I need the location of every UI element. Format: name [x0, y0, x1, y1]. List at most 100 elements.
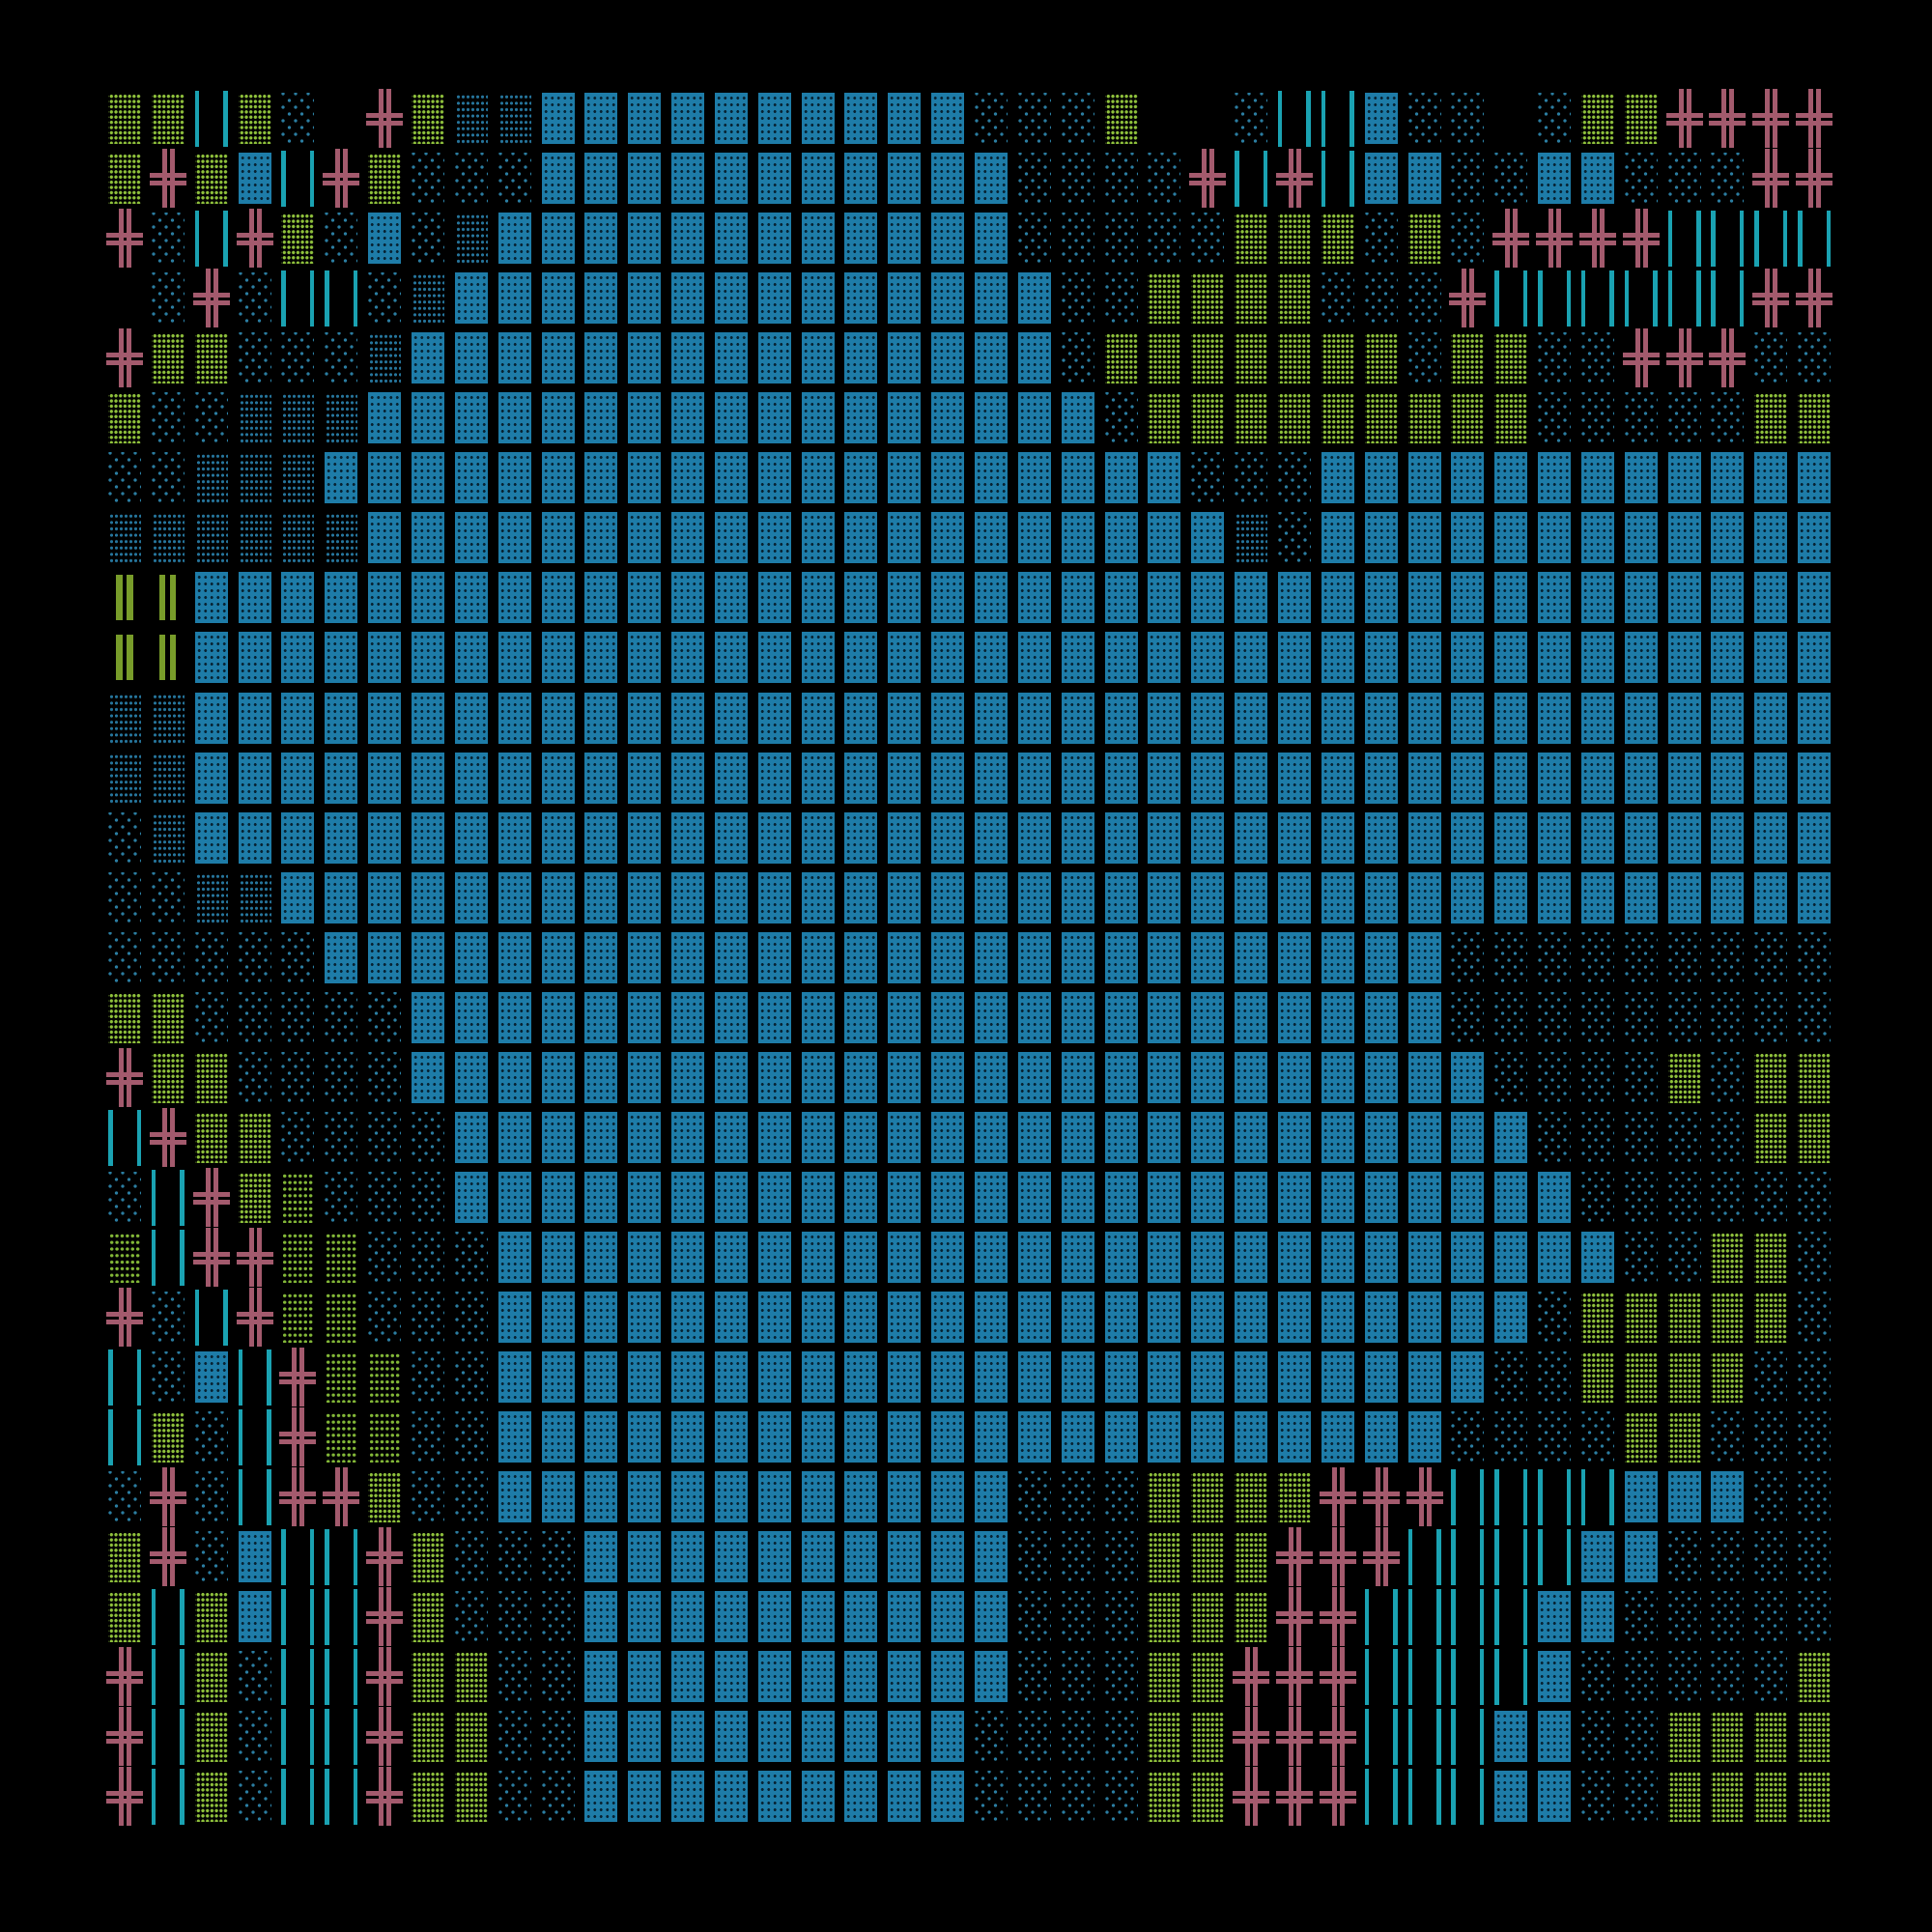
glyph-cell-dense-green — [1798, 392, 1832, 444]
glyph-cell-sparse-blue — [1667, 1171, 1701, 1223]
teal-line-bar — [267, 1350, 271, 1406]
glyph-cell-teal-lines — [1407, 1769, 1441, 1826]
glyph-cell-sparse-blue — [1277, 512, 1311, 564]
glyph-cell-dense-blue — [801, 93, 835, 144]
glyph-cell-dense-green — [1451, 392, 1485, 444]
teal-line-bar — [1653, 270, 1658, 327]
glyph-cell-sparse-blue — [975, 1771, 1008, 1823]
teal-line-bar — [1407, 1589, 1412, 1646]
glyph-cell-dense-blue — [1321, 512, 1354, 564]
glyph-cell-dense-green — [1754, 392, 1788, 444]
glyph-cell-dense-blue — [1494, 1711, 1528, 1763]
glyph-cell-dense-blue — [1277, 1111, 1311, 1163]
cross-horizontal-bar — [236, 1251, 273, 1257]
glyph-cell-dense-blue — [888, 752, 922, 804]
cross-horizontal-bar — [149, 1139, 186, 1145]
glyph-cell-dense-blue — [1667, 1471, 1701, 1523]
cross-horizontal-bar — [323, 173, 360, 179]
glyph-cell-dense-blue — [411, 632, 444, 684]
glyph-cell-sparse-blue — [325, 1171, 358, 1223]
glyph-cell-dense-blue — [888, 991, 922, 1043]
glyph-cell-dense-blue — [671, 452, 705, 504]
glyph-cell-sparse-blue — [975, 93, 1008, 144]
glyph-cell-teal-lines — [1451, 1529, 1485, 1586]
glyph-cell-dense-green — [1191, 1771, 1225, 1823]
teal-line-bar — [325, 1589, 329, 1646]
cross-vertical-bar — [386, 89, 392, 148]
glyph-cell-dense-blue — [714, 1711, 748, 1763]
glyph-cell-sparse-blue — [1580, 1051, 1614, 1103]
teal-line-bar — [1451, 1589, 1456, 1646]
glyph-cell-sparse-blue — [1451, 1411, 1485, 1463]
glyph-cell-dense-blue — [584, 1171, 618, 1223]
glyph-cell-medium-blue — [194, 512, 228, 564]
glyph-cell-sparse-blue — [1580, 1171, 1614, 1223]
glyph-cell-pink-double-cross — [1233, 1767, 1270, 1827]
glyph-cell-dense-blue — [1017, 1231, 1051, 1283]
glyph-cell-dense-blue — [325, 931, 358, 983]
teal-line-bar — [309, 1589, 315, 1646]
cross-horizontal-bar — [106, 1791, 143, 1797]
cross-vertical-bar — [1253, 1767, 1259, 1827]
glyph-cell-dense-blue — [1191, 512, 1225, 564]
teal-line-bar — [325, 1769, 329, 1826]
glyph-cell-dense-blue — [584, 1531, 618, 1583]
glyph-cell-dense-green — [1148, 272, 1181, 325]
cross-vertical-bar — [386, 1707, 392, 1767]
glyph-cell-dense-blue — [1277, 871, 1311, 923]
glyph-cell-dense-blue — [1538, 153, 1572, 205]
glyph-cell-dense-blue — [931, 811, 965, 864]
glyph-cell-dense-blue — [1277, 572, 1311, 624]
glyph-cell-teal-lines — [281, 151, 315, 208]
glyph-cell-medium-green — [325, 1231, 358, 1283]
glyph-cell-sparse-blue — [541, 1711, 575, 1763]
glyph-cell-dense-blue — [541, 572, 575, 624]
glyph-cell-dense-blue — [888, 1051, 922, 1103]
glyph-cell-dense-green — [1667, 1411, 1701, 1463]
teal-line-bar — [223, 91, 228, 147]
glyph-cell-dense-blue — [454, 1171, 488, 1223]
glyph-cell-dense-blue — [628, 93, 662, 144]
glyph-cell-sparse-blue — [1538, 332, 1572, 384]
cross-vertical-bar — [1331, 1707, 1337, 1767]
glyph-cell-sparse-blue — [1104, 1471, 1138, 1523]
cross-vertical-bar — [386, 1527, 392, 1587]
glyph-cell-sparse-blue — [325, 213, 358, 265]
glyph-cell-sparse-blue — [108, 931, 141, 983]
glyph-cell-sparse-blue — [1061, 93, 1094, 144]
cross-vertical-bar — [127, 1047, 131, 1107]
glyph-cell-sparse-blue — [151, 213, 185, 265]
glyph-cell-dense-green — [194, 1651, 228, 1703]
glyph-cell-dense-blue — [497, 272, 531, 325]
glyph-cell-sparse-blue — [325, 1051, 358, 1103]
glyph-cell-dense-green — [1667, 1051, 1701, 1103]
glyph-cell-sparse-blue — [1104, 1531, 1138, 1583]
glyph-cell-dense-blue — [671, 692, 705, 744]
teal-line-bar — [1350, 91, 1354, 147]
glyph-cell-dense-blue — [454, 512, 488, 564]
cross-horizontal-bar — [1578, 233, 1616, 239]
glyph-cell-dense-green — [281, 213, 315, 265]
teal-line-bar — [1364, 1769, 1370, 1826]
glyph-cell-medium-green — [281, 1171, 315, 1223]
glyph-cell-dense-blue — [628, 871, 662, 923]
glyph-cell-dense-blue — [584, 692, 618, 744]
glyph-cell-sparse-blue — [1624, 1591, 1658, 1643]
glyph-cell-dense-blue — [497, 392, 531, 444]
cross-horizontal-bar — [323, 1492, 360, 1497]
glyph-cell-teal-lines — [151, 1229, 185, 1286]
glyph-cell-sparse-blue — [1667, 1531, 1701, 1583]
glyph-cell-dense-blue — [757, 332, 791, 384]
glyph-cell-dense-blue — [584, 1051, 618, 1103]
cross-horizontal-bar — [279, 1372, 317, 1378]
teal-line-bar — [1364, 1649, 1370, 1706]
glyph-cell-dense-blue — [1017, 752, 1051, 804]
glyph-cell-dense-blue — [714, 931, 748, 983]
teal-line-bar — [1451, 1649, 1456, 1706]
glyph-cell-teal-lines — [1451, 1709, 1485, 1766]
glyph-cell-dense-blue — [584, 632, 618, 684]
cross-horizontal-bar — [1275, 1619, 1313, 1625]
glyph-cell-dense-blue — [801, 1651, 835, 1703]
glyph-cell-pink-double-cross — [106, 1647, 143, 1707]
glyph-cell-dense-blue — [1148, 1411, 1181, 1463]
